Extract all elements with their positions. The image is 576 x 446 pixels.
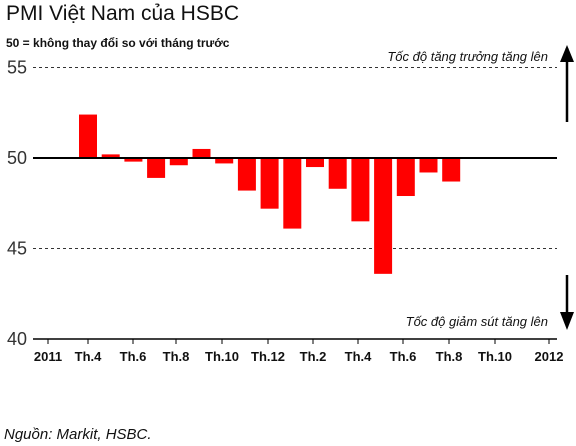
x-tick-label: Th.8 — [436, 349, 463, 364]
bar-7 — [215, 158, 234, 164]
x-tick-label: Th.12 — [251, 349, 285, 364]
bar-11 — [306, 158, 324, 168]
y-ticks: 40 45 50 55 — [7, 58, 27, 350]
bar-1 — [79, 114, 97, 158]
bar-3 — [124, 158, 143, 162]
chart-title: PMI Việt Nam của HSBC — [6, 2, 240, 25]
bar-8 — [237, 158, 256, 191]
bar-14 — [374, 158, 393, 274]
annotation-up: Tốc độ tăng trưởng tăng lên — [387, 49, 548, 64]
x-tick-label: 2011 — [34, 349, 62, 364]
y-tick-label: 55 — [7, 58, 27, 78]
x-ticks: 2011 Th.4 Th.6 Th.8 Th.10 Th.12 Th.2 Th.4 Th.6 Th… — [34, 339, 564, 364]
bar-16 — [419, 158, 438, 173]
bar-10 — [283, 158, 302, 229]
x-tick-label: Th.6 — [390, 349, 417, 364]
bar-12 — [328, 158, 347, 189]
x-tick-label: Th.8 — [163, 349, 190, 364]
bar-2 — [101, 154, 120, 158]
source-note: Nguồn: Markit, HSBC. — [4, 426, 152, 443]
bars — [79, 114, 461, 274]
bar-5 — [169, 158, 188, 166]
x-tick-label: 2012 — [535, 349, 564, 364]
y-tick-label: 45 — [7, 239, 27, 259]
bar-15 — [396, 158, 415, 197]
chart-subtitle: 50 = không thay đổi so với tháng trước — [6, 36, 230, 50]
bar-17 — [442, 158, 461, 182]
x-tick-label: Th.10 — [205, 349, 239, 364]
bar-9 — [260, 158, 279, 209]
bar-6 — [192, 148, 211, 158]
x-tick-label: Th.4 — [345, 349, 372, 364]
annotation-down: Tốc độ giảm sút tăng lên — [406, 314, 548, 329]
x-tick-label: Th.10 — [478, 349, 512, 364]
arrow-up-icon — [560, 45, 574, 122]
x-tick-label: Th.2 — [300, 349, 327, 364]
x-tick-label: Th.4 — [75, 349, 102, 364]
y-tick-label: 40 — [7, 329, 27, 349]
y-tick-label: 50 — [7, 148, 27, 168]
bar-4 — [147, 158, 166, 178]
bar-13 — [351, 158, 370, 222]
arrow-down-icon — [560, 275, 574, 330]
x-tick-label: Th.6 — [120, 349, 147, 364]
